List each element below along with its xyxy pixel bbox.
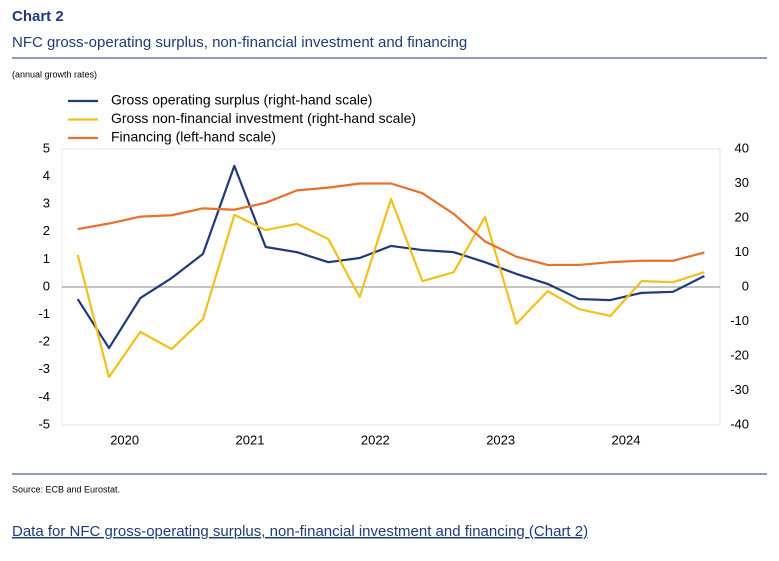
y-tick-label: -4 bbox=[38, 389, 50, 404]
y-tick-label: 1 bbox=[43, 251, 50, 266]
y-tick-label: -5 bbox=[38, 416, 50, 431]
y2-tick-label: 30 bbox=[735, 175, 749, 190]
y-tick-label: -3 bbox=[38, 361, 50, 376]
series-line bbox=[76, 164, 705, 350]
y2-tick-label: 0 bbox=[742, 278, 749, 293]
y2-tick-label: -10 bbox=[730, 313, 749, 328]
series-line bbox=[77, 182, 705, 267]
y-tick-label: 2 bbox=[43, 223, 50, 238]
data-link[interactable]: Data for NFC gross-operating surplus, no… bbox=[12, 523, 588, 540]
y2-tick-label: -20 bbox=[730, 347, 749, 362]
x-tick-label: 2023 bbox=[486, 432, 515, 447]
y-tick-label: -2 bbox=[38, 334, 50, 349]
x-tick-label: 2021 bbox=[236, 432, 265, 447]
chart-subtitle: NFC gross-operating surplus, non-financi… bbox=[12, 34, 467, 51]
x-tick-label: 2022 bbox=[361, 432, 390, 447]
y2-tick-label: 20 bbox=[735, 209, 749, 224]
legend-label: Gross operating surplus (right-hand scal… bbox=[111, 92, 372, 108]
y2-tick-label: -40 bbox=[730, 416, 749, 431]
y2-tick-label: 40 bbox=[735, 140, 749, 155]
x-tick-label: 2020 bbox=[110, 432, 139, 447]
y-tick-label: 0 bbox=[43, 278, 50, 293]
y-tick-label: 5 bbox=[43, 140, 50, 155]
y2-tick-label: 10 bbox=[735, 244, 749, 259]
legend-label: Financing (left-hand scale) bbox=[111, 129, 276, 145]
x-tick-label: 2024 bbox=[612, 432, 641, 447]
y-tick-label: -1 bbox=[38, 306, 50, 321]
chart-title: Chart 2 bbox=[12, 8, 64, 25]
source: Source: ECB and Eurostat. bbox=[12, 484, 120, 494]
y2-tick-label: -30 bbox=[730, 382, 749, 397]
note: (annual growth rates) bbox=[12, 69, 97, 79]
y-tick-label: 4 bbox=[43, 168, 50, 183]
series-line bbox=[76, 197, 705, 379]
legend-label: Gross non-financial investment (right-ha… bbox=[111, 110, 416, 126]
y-tick-label: 3 bbox=[43, 196, 50, 211]
